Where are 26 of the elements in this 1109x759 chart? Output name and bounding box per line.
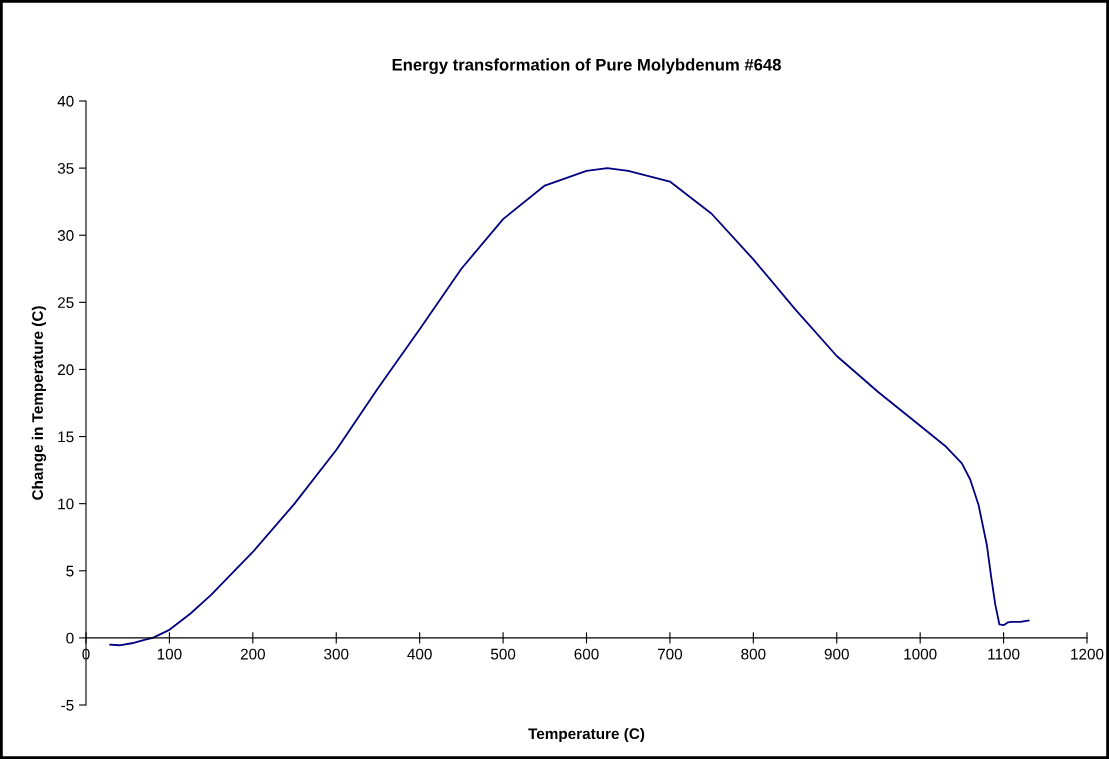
y-tick-label: 10: [58, 498, 74, 510]
y-tick-label: 5: [66, 565, 74, 577]
y-tick-label: 0: [66, 632, 74, 644]
x-tick-label: 500: [490, 648, 516, 660]
x-tick-label: 900: [824, 648, 849, 660]
y-tick-label: 40: [57, 95, 74, 107]
line-series: [109, 167, 1030, 647]
x-tick-label: 1000: [904, 648, 937, 660]
y-axis-title: Change in Temperature (C): [31, 306, 47, 500]
x-tick-label: 700: [657, 648, 683, 660]
y-tick-label: 20: [57, 364, 74, 376]
y-tick-label: 30: [57, 230, 74, 241]
x-tick-label: 1200: [1071, 648, 1104, 660]
x-tick-label: 800: [741, 648, 766, 660]
x-tick-label: 1100: [988, 648, 1020, 660]
x-tick-label: 600: [574, 648, 599, 660]
x-tick-label: 100: [157, 648, 182, 660]
y-tick-label: 25: [57, 297, 74, 309]
y-tick-label: 15: [58, 431, 74, 443]
x-tick-label: 300: [324, 648, 349, 660]
x-axis-title: Temperature (C): [528, 727, 645, 743]
x-tick-label: 400: [407, 648, 432, 660]
y-tick-label: -5: [61, 700, 74, 711]
x-tick-label: 200: [240, 648, 265, 660]
y-tick-label: 35: [57, 162, 74, 174]
chart-title: Energy transformation of Pure Molybdenum #648: [392, 58, 781, 74]
